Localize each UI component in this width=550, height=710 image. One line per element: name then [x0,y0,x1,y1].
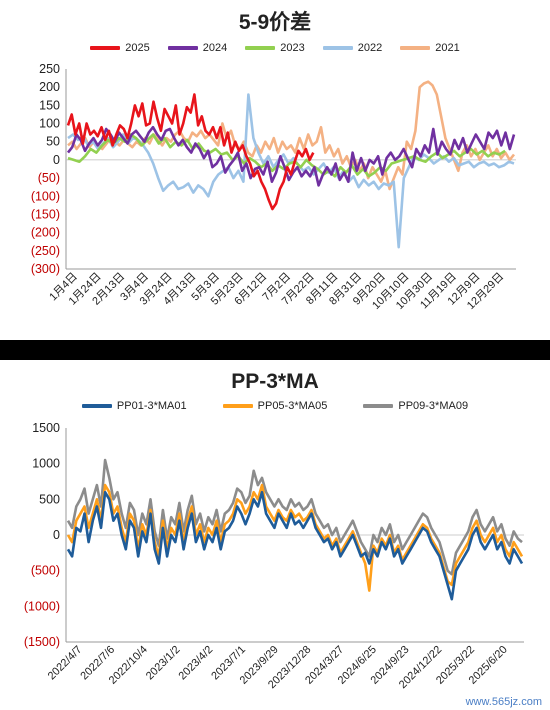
y-tick-label: 1000 [32,457,60,471]
legend-item: 2021 [400,42,460,54]
y-tick-label: 100 [39,117,60,131]
y-tick-label: (200) [31,226,60,240]
legend-item: PP05-3*MA05 [222,400,328,412]
series-line-PP01-3-MA01 [66,490,524,601]
y-tick-label: (100) [31,189,60,203]
y-tick-label: 50 [46,135,60,149]
legend-item: 2024 [167,42,228,54]
chart-legend: PP01-3*MA01 PP05-3*MA05 PP09-3*MA09 [0,400,550,412]
series-line-2024 [66,125,516,187]
y-tick-label: 0 [53,528,60,542]
y-tick-label: 150 [39,98,60,112]
legend-swatch [363,404,394,408]
y-tick-label: (500) [31,564,60,578]
y-tick-label: 1500 [32,421,60,435]
watermark: www.565jz.com [465,696,542,708]
legend-label: 2023 [280,42,305,54]
chart-title: PP-3*MA [231,370,319,393]
legend-label: 2025 [125,42,150,54]
y-tick-label: (250) [31,244,60,258]
legend-label: PP01-3*MA01 [116,400,187,412]
legend-swatch [400,46,431,50]
legend-label: PP05-3*MA05 [257,400,328,412]
y-tick-label: (1000) [24,599,60,613]
series-line-PP09-3-MA09 [66,458,523,576]
legend-item: PP01-3*MA01 [81,400,187,412]
legend-label: PP09-3*MA09 [398,400,469,412]
y-tick-label: (150) [31,207,60,221]
chart-title: 5-9价差 [238,11,312,34]
legend-item: 2025 [90,42,150,54]
chart-legend: 2025 2024 2023 2022 2021 [0,42,550,54]
legend-label: 2022 [357,42,383,54]
section-divider [0,340,550,360]
y-tick-label: 500 [39,492,60,506]
legend-swatch [245,46,276,50]
legend-swatch [90,46,121,50]
legend-label: 2024 [202,42,228,54]
y-tick-label: 0 [53,153,60,167]
legend-item: PP09-3*MA09 [363,400,468,412]
x-tick-label: 2023/4/2 [177,644,216,683]
x-tick-label: 2023/1/2 [144,644,183,683]
series-line-2025 [66,93,315,211]
line-chart-spread: 250 200 150 100 50 0 (50) (100) (150) (200) (250) (… [31,62,516,312]
legend-swatch [222,404,253,408]
legend-label: 2021 [435,42,460,54]
y-tick-label: 250 [39,62,60,76]
line-chart-pp-ma: 1500 1000 500 0 (500) (1000) (1500)2022/4/7 202… [24,421,524,691]
legend-item: 2022 [322,42,383,54]
y-tick-label: (300) [31,262,60,276]
legend-item: 2023 [245,42,305,54]
y-tick-label: 200 [39,80,60,94]
chart-panel-pp-ma: PP-3*MA PP01-3*MA01 PP05-3*MA05 PP09-3*MA0… [0,360,550,710]
y-tick-label: (50) [38,171,60,185]
legend-swatch [322,46,353,50]
x-tick-label: 2022/4/7 [46,644,85,683]
chart-panel-spread: 5-9价差 2025 2024 2023 2022 2021 250 200 150 100 5… [0,0,550,340]
legend-swatch [81,404,112,408]
legend-swatch [167,46,198,50]
y-tick-label: (1500) [24,635,60,649]
